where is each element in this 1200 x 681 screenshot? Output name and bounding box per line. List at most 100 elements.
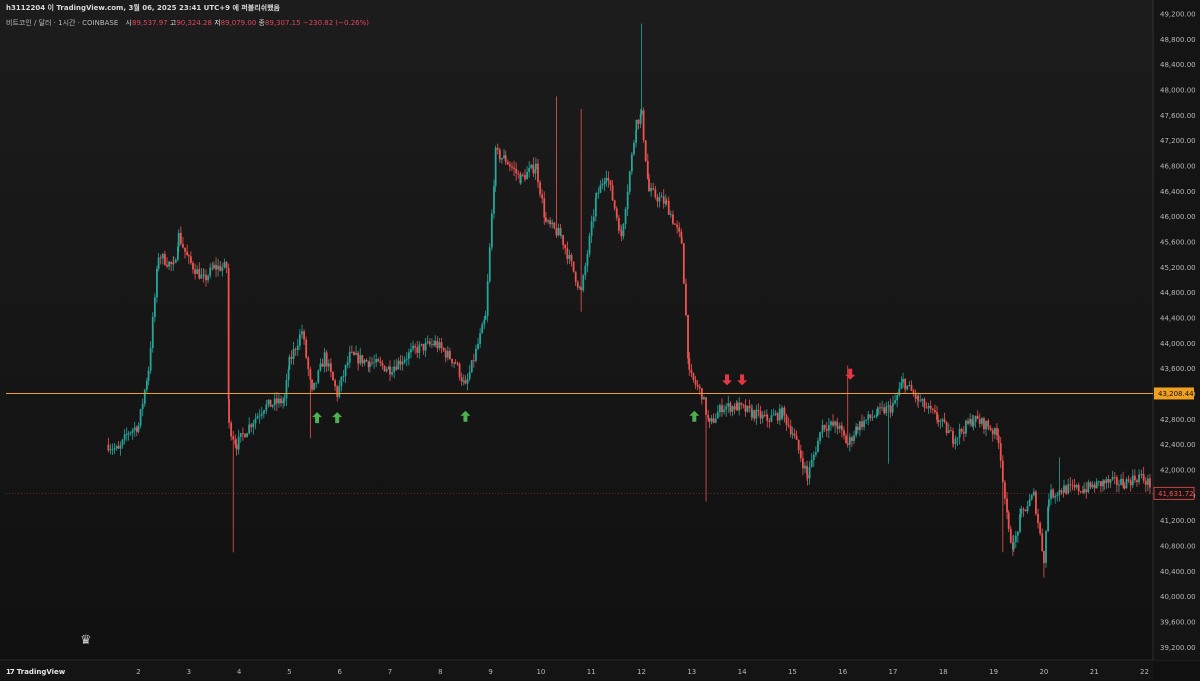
candle-body: [267, 399, 270, 405]
candle-body: [135, 427, 138, 432]
candle-body: [493, 186, 495, 214]
candle-body: [1075, 484, 1078, 488]
candle-body: [834, 421, 837, 426]
candle-body: [1050, 489, 1052, 500]
y-tick-label: 44,000.00: [1160, 340, 1196, 348]
candle-body: [989, 427, 992, 431]
candle-body: [919, 400, 922, 402]
candle-body: [1062, 492, 1065, 494]
candle-body: [692, 373, 695, 380]
candle-body: [468, 372, 471, 379]
x-tick-label: 17: [889, 668, 898, 676]
candle-body: [827, 425, 830, 431]
candle-body: [228, 399, 230, 423]
candle-body: [332, 371, 334, 381]
candle-body: [113, 448, 116, 450]
candle-body: [707, 414, 710, 419]
brand-name: TradingView: [16, 668, 66, 676]
candle-body: [377, 359, 380, 362]
candle-body: [301, 331, 303, 335]
candle-body: [484, 315, 487, 320]
candle-body: [177, 232, 180, 247]
candle-body: [1048, 499, 1050, 507]
candle-body: [182, 243, 184, 248]
candle-body: [943, 419, 946, 423]
y-tick-label: 44,400.00: [1160, 315, 1196, 323]
candle-body: [256, 416, 259, 419]
candle-body: [329, 363, 332, 372]
candle-body: [952, 443, 955, 445]
candle-body: [1111, 477, 1114, 480]
candle-body: [1069, 484, 1072, 486]
candle-body: [395, 366, 398, 370]
candle-body: [414, 345, 417, 348]
candle-body: [906, 385, 909, 390]
candle-body: [785, 415, 788, 425]
buy-arrow-icon: [332, 412, 343, 424]
candle-body: [595, 193, 598, 198]
candle-body: [1083, 489, 1086, 493]
candle-body: [309, 369, 312, 380]
y-tick-label: 45,200.00: [1160, 264, 1196, 272]
candle-body: [812, 454, 815, 460]
candle-body: [168, 261, 170, 267]
candle-body: [1122, 478, 1125, 486]
candle-body: [524, 175, 526, 180]
candle-body: [494, 147, 497, 187]
candle-body: [192, 262, 194, 270]
candle-body: [225, 262, 228, 268]
candle-body: [503, 155, 505, 159]
y-tick-label: 48,400.00: [1160, 61, 1196, 69]
candle-body: [637, 119, 640, 124]
candle-body: [1073, 485, 1076, 488]
candle-body: [1103, 480, 1106, 484]
candle-body: [553, 222, 556, 229]
candle-body: [479, 333, 482, 344]
candle-body: [952, 431, 954, 444]
y-tick-label: 44,800.00: [1160, 289, 1196, 297]
candle-body: [646, 160, 649, 179]
tradingview-brand[interactable]: 17 TradingView: [6, 668, 65, 676]
candle-body: [488, 247, 491, 282]
candle-body: [806, 474, 809, 479]
candle-body: [250, 424, 253, 428]
candle-body: [755, 409, 758, 419]
candle-body: [594, 197, 597, 217]
last-price-tag: [1153, 486, 1195, 500]
candle-body: [861, 421, 863, 428]
candle-body: [344, 365, 347, 377]
candle-body: [215, 264, 217, 270]
candle-body: [971, 419, 974, 426]
candle-body: [327, 363, 330, 367]
y-tick-label: 39,200.00: [1160, 644, 1196, 652]
candle-body: [223, 262, 226, 268]
candle-body: [808, 466, 811, 479]
candle-body: [855, 426, 858, 436]
candle-body: [664, 200, 667, 204]
x-tick-label: 16: [838, 668, 847, 676]
candle-body: [462, 380, 465, 382]
candle-body: [662, 196, 665, 204]
candle-body: [1081, 491, 1084, 493]
candle-body: [570, 254, 573, 262]
candle-body: [1089, 482, 1092, 488]
candle-body: [357, 352, 360, 364]
x-tick-label: 15: [788, 668, 797, 676]
x-tick-label: 3: [187, 668, 191, 676]
candle-body: [454, 362, 457, 364]
candle-body: [983, 418, 985, 430]
candle-body: [613, 200, 616, 209]
candle-body: [246, 433, 248, 438]
candle-body: [560, 235, 562, 236]
symbol-legend[interactable]: 비트코인 / 달러 · 1시간 · COINBASE 시89,537.97 고9…: [6, 18, 369, 28]
ohlc-open-label: 시: [125, 19, 132, 27]
candle-body: [1065, 485, 1068, 494]
candle-body: [1012, 541, 1015, 550]
candle-body: [617, 217, 620, 231]
candle-body: [652, 188, 655, 190]
candle-body: [753, 410, 756, 419]
candle-body: [580, 287, 583, 291]
candle-body: [371, 362, 373, 364]
candle-body: [584, 265, 587, 276]
